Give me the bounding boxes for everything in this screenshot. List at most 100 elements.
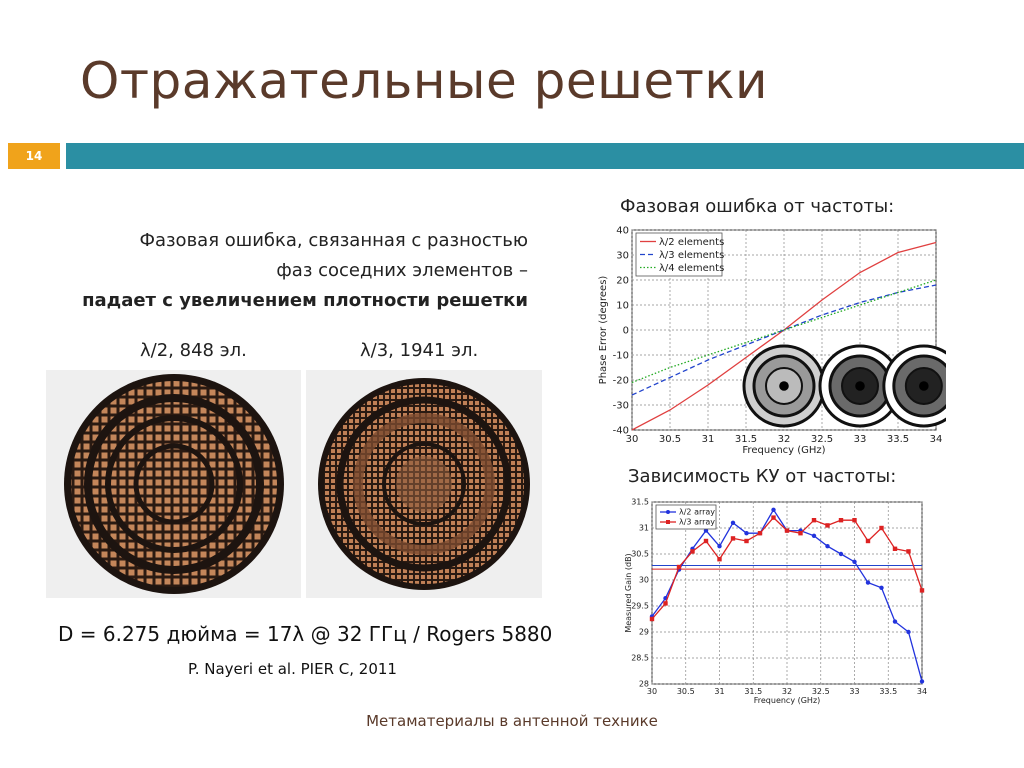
legend-label: λ/3 elements — [659, 250, 724, 261]
data-point — [838, 518, 844, 523]
data-point — [784, 528, 790, 533]
series-line — [631, 241, 937, 431]
data-point — [771, 515, 776, 520]
data-point — [730, 536, 736, 541]
y-tick-label: 28 — [639, 680, 649, 689]
legend-marker — [666, 520, 670, 524]
slide-footer: Метаматериалы в антенной технике — [366, 712, 658, 730]
x-tick-label: 34 — [930, 434, 943, 445]
y-tick-label: 0 — [623, 325, 629, 336]
data-point — [703, 528, 709, 533]
legend-label: λ/4 elements — [659, 263, 724, 274]
x-tick-label: 31 — [714, 687, 724, 696]
data-point — [825, 544, 830, 549]
x-tick-label: 32 — [782, 687, 792, 696]
data-point — [744, 538, 749, 544]
x-tick-label: 33 — [854, 434, 867, 445]
photo-lambda3-array — [306, 370, 542, 598]
data-point — [717, 544, 722, 549]
x-tick-label: 33 — [849, 687, 859, 696]
data-point — [919, 679, 925, 684]
slide-title: Отражательные решетки — [80, 52, 769, 110]
y-tick-label: 30 — [616, 250, 629, 261]
x-tick-label: 33.5 — [879, 687, 897, 696]
data-point — [825, 523, 830, 528]
y-tick-label: -20 — [613, 375, 629, 386]
data-point — [865, 580, 871, 585]
reference: P. Nayeri et al. PIER C, 2011 — [188, 660, 397, 678]
y-tick-label: 29 — [639, 628, 649, 637]
y-tick-label: -40 — [613, 425, 629, 436]
data-point — [798, 531, 803, 536]
data-point — [892, 546, 898, 551]
data-point — [852, 559, 857, 564]
series-line — [631, 284, 937, 396]
x-tick-label: 30.5 — [677, 687, 695, 696]
x-tick-label: 33.5 — [887, 434, 909, 445]
legend: λ/2 elements λ/3 elements λ/4 elements — [635, 232, 724, 277]
data-point — [757, 531, 763, 536]
data-point — [879, 525, 884, 531]
description-line-2: фаз соседних элементов – — [276, 260, 528, 281]
data-point — [906, 549, 911, 554]
y-tick-label: -10 — [613, 350, 629, 361]
header-bar — [66, 143, 1024, 169]
photo-lambda2-array — [46, 370, 301, 598]
slide-number: 14 — [8, 143, 60, 169]
x-tick-label: 30.5 — [659, 434, 681, 445]
legend-label: λ/2 elements — [659, 237, 724, 248]
x-tick-label: 34 — [917, 687, 927, 696]
data-point — [892, 619, 898, 624]
x-tick-label: 30 — [626, 434, 639, 445]
y-tick-label: 30.5 — [631, 550, 649, 559]
data-point — [906, 629, 911, 635]
data-point — [811, 533, 817, 538]
chart-phase-title: Фазовая ошибка от частоты: — [620, 196, 895, 217]
x-tick-label: 30 — [647, 687, 657, 696]
data-point — [838, 551, 844, 557]
legend-label: λ/2 array — [679, 508, 715, 517]
left-array-label: λ/2, 848 эл. — [140, 340, 247, 361]
data-point — [690, 549, 695, 554]
formula: D = 6.275 дюйма = 17λ @ 32 ГГц / Rogers … — [58, 622, 553, 646]
chart-gain-title: Зависимость КУ от частоты: — [628, 466, 897, 487]
x-axis-label: Frequency (GHz) — [754, 696, 821, 705]
description-line-3: падает с увеличением плотности решетки — [82, 290, 528, 311]
x-axis-label: Frequency (GHz) — [742, 445, 825, 456]
data-point — [717, 557, 722, 562]
y-tick-label: 28.5 — [631, 654, 649, 663]
x-tick-label: 31.5 — [744, 687, 762, 696]
legend-label: λ/3 array — [679, 518, 715, 527]
description-line-1: Фазовая ошибка, связанная с разностью — [139, 230, 528, 251]
data-point — [852, 518, 857, 523]
data-point — [676, 564, 682, 570]
data-point — [663, 601, 668, 606]
data-point — [703, 538, 709, 544]
data-point — [865, 538, 871, 544]
x-tick-label: 31.5 — [735, 434, 757, 445]
y-tick-label: 30 — [639, 576, 649, 585]
chart-measured-gain: 30 30.5 31 31.5 32 32.5 33 33.5 34 31.5 31 30.5 30 29… — [624, 498, 927, 705]
beam-pattern-inset — [882, 344, 946, 428]
beam-pattern-inset — [742, 344, 826, 428]
y-tick-label: 29.5 — [631, 602, 649, 611]
legend-marker — [666, 510, 670, 514]
x-tick-label: 32 — [778, 434, 791, 445]
right-array-label: λ/3, 1941 эл. — [360, 340, 479, 361]
data-point — [919, 588, 925, 593]
y-tick-label: -30 — [613, 400, 629, 411]
y-axis-label: Measured Gain (dB) — [624, 553, 633, 632]
x-tick-label: 31 — [702, 434, 715, 445]
chart-phase-error: 30 30.5 31 31.5 32 32.5 33 33.5 34 40 30 20 10 0 -10 -2… — [598, 225, 946, 456]
x-tick-label: 32.5 — [812, 687, 830, 696]
data-point — [879, 585, 884, 590]
x-tick-label: 32.5 — [811, 434, 833, 445]
y-tick-label: 31.5 — [631, 498, 649, 507]
description: Фазовая ошибка, связанная с разностью фа… — [40, 226, 528, 316]
y-tick-label: 10 — [616, 300, 629, 311]
data-point — [811, 518, 817, 523]
data-point — [771, 507, 776, 512]
data-point — [649, 616, 655, 622]
y-tick-label: 31 — [639, 524, 649, 533]
